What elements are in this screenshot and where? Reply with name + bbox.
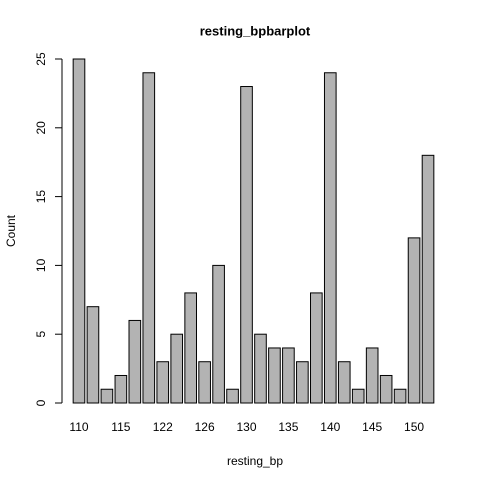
bar (421, 154, 435, 404)
bar (170, 333, 184, 404)
bar (212, 264, 225, 404)
bar (379, 374, 393, 404)
y-tick-label: 20 (34, 121, 48, 135)
bar (128, 319, 142, 404)
y-tick-label: 10 (34, 258, 48, 272)
bar (310, 292, 323, 404)
x-tick-label: 145 (362, 420, 382, 434)
y-tick-label: 0 (34, 399, 48, 406)
bar (240, 86, 253, 404)
x-tick-label: 135 (278, 420, 298, 434)
x-axis-label: resting_bp (227, 454, 283, 468)
x-tick-label: 150 (404, 420, 424, 434)
bar (323, 72, 337, 404)
bar (365, 347, 379, 404)
bar (407, 237, 421, 404)
bar (351, 388, 365, 404)
bar (184, 292, 197, 404)
bar (86, 306, 100, 404)
bar (100, 388, 114, 404)
x-tick-label: 126 (195, 420, 215, 434)
bar (296, 361, 309, 404)
bar (282, 347, 295, 404)
bar (268, 347, 281, 404)
y-tick-label: 15 (34, 190, 48, 204)
bar (226, 388, 239, 404)
bar (254, 333, 267, 404)
bar (72, 58, 86, 404)
bar (337, 361, 351, 404)
x-tick-label: 110 (69, 420, 88, 434)
x-tick-label: 130 (237, 420, 257, 434)
x-tick-label: 115 (111, 420, 130, 434)
y-tick-label: 5 (34, 331, 48, 338)
y-axis-label: Count (4, 214, 18, 247)
bar (156, 361, 170, 404)
bar (198, 361, 211, 404)
bar (142, 72, 156, 404)
x-tick-label: 122 (153, 420, 173, 434)
x-tick-label: 140 (320, 420, 340, 434)
y-tick-label: 25 (34, 52, 48, 66)
chart-title: resting_bpbarplot (200, 23, 311, 38)
bar (393, 388, 407, 404)
bar (114, 374, 128, 404)
